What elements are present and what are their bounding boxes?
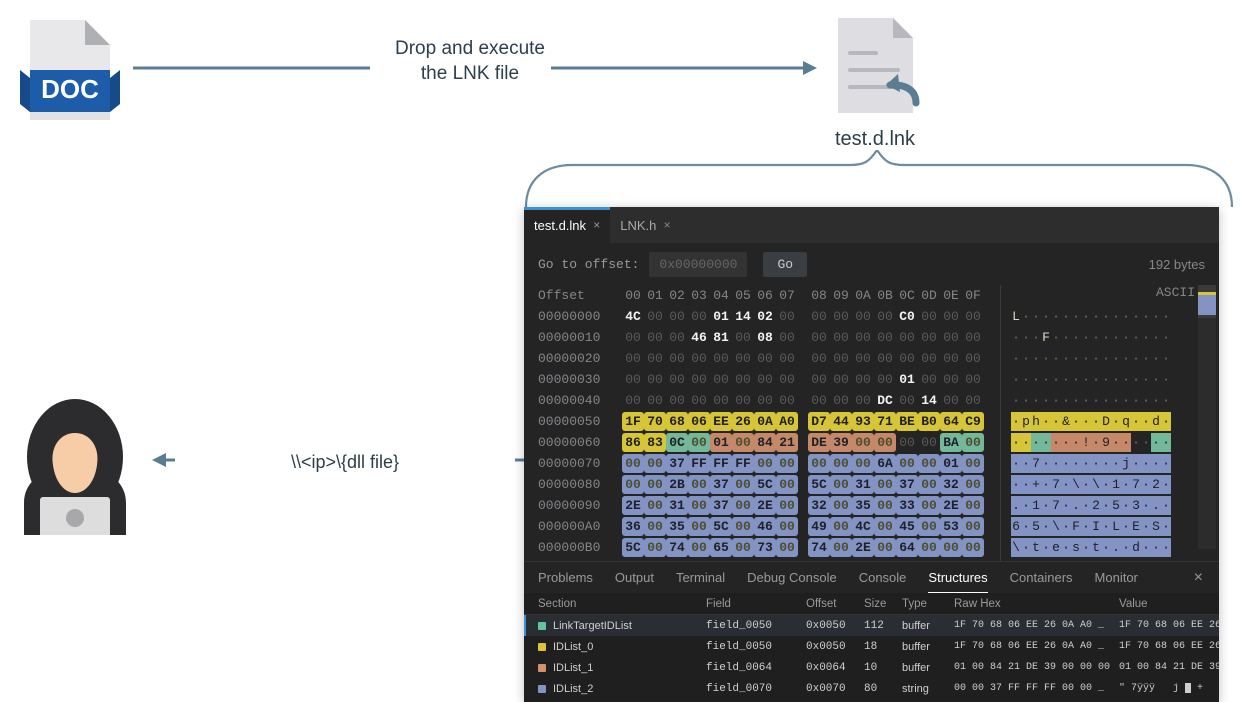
svg-text:DOC: DOC (41, 74, 99, 104)
